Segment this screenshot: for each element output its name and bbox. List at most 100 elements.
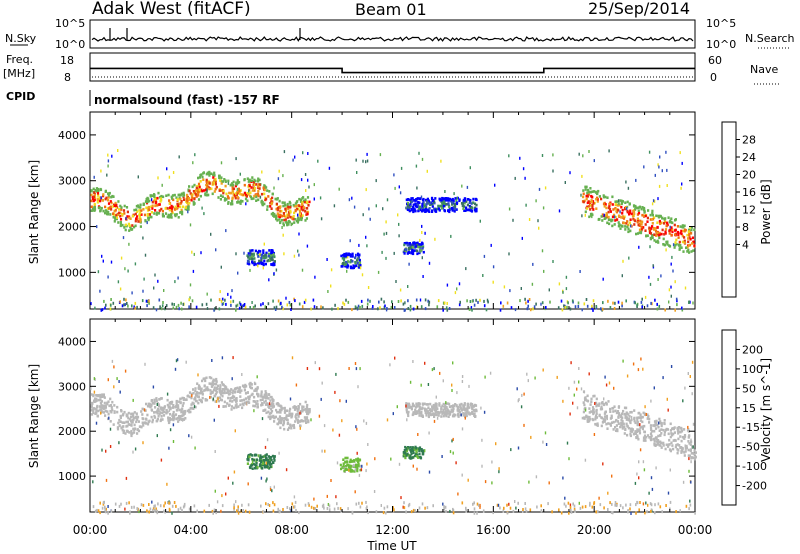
data-cell [239,391,242,394]
data-cell [436,410,439,414]
data-cell [535,302,537,306]
data-cell [641,213,644,217]
data-cell [143,277,145,281]
data-cell [273,420,276,423]
data-cell [582,200,585,204]
data-cell [266,463,269,467]
data-cell [473,206,477,210]
data-cell [262,186,265,190]
data-cell [458,198,461,201]
data-cell [175,504,177,508]
data-cell [410,208,413,212]
data-cell [164,212,168,215]
data-cell [659,440,662,444]
data-cell [433,415,436,418]
data-cell [607,508,609,511]
data-cell [624,413,627,416]
data-cell [627,186,630,190]
data-cell [185,199,188,202]
data-cell [569,503,572,507]
data-cell [339,507,342,511]
data-cell [618,413,621,417]
data-cell [163,504,165,508]
data-cell [418,411,421,415]
data-cell [93,198,96,202]
data-cell [663,421,666,425]
data-cell [235,252,237,256]
data-cell [102,394,105,398]
data-cell [107,275,109,279]
data-cell [393,508,395,512]
data-cell [386,198,389,202]
data-cell [230,202,233,206]
data-cell [418,207,421,211]
data-cell [366,152,368,156]
data-cell [283,252,285,256]
data-cell [248,262,251,266]
data-cell [215,380,218,383]
data-cell [636,500,638,504]
data-cell [409,245,412,249]
data-cell [582,401,585,404]
data-cell [177,404,180,407]
data-cell [235,193,238,197]
data-cell [525,301,527,305]
data-cell [382,207,384,211]
data-cell [112,212,115,215]
data-cell [282,223,285,227]
data-cell [168,199,171,202]
data-cell [607,215,610,219]
data-cell [128,216,131,220]
data-cell [605,401,608,405]
data-cell [120,256,123,260]
data-cell [693,228,696,232]
data-cell [210,172,213,175]
data-cell [253,194,256,198]
data-cell [255,458,258,461]
data-cell [175,409,178,412]
data-cell [666,241,668,245]
data-cell [143,213,147,217]
data-cell [148,301,150,305]
data-cell [114,201,117,205]
data-cell [403,501,405,505]
data-cell [283,410,287,414]
data-cell [175,213,178,216]
data-cell [344,262,347,266]
data-cell [469,198,472,202]
data-cell [205,180,208,183]
data-cell [556,375,558,379]
data-cell [635,511,637,515]
data-cell [235,403,238,406]
data-cell [94,306,96,310]
data-cell [242,509,244,512]
data-cell [653,228,656,231]
data-cell [258,261,261,265]
data-cell [138,215,141,219]
data-cell [180,202,183,205]
data-cell [106,410,109,413]
data-cell [239,395,242,398]
data-cell [658,184,661,188]
data-cell [640,357,642,361]
data-cell [171,302,173,306]
data-cell [385,511,387,515]
data-cell [153,198,156,201]
data-cell [621,416,624,420]
data-cell [301,203,304,206]
data-cell [272,400,275,403]
data-cell [422,451,425,454]
data-cell [655,214,658,218]
data-cell [306,211,309,214]
data-cell [132,413,135,417]
data-cell [692,445,694,449]
data-cell [237,508,239,512]
data-cell [351,252,354,256]
data-cell [273,272,275,276]
data-cell [153,398,156,402]
data-cell [355,259,359,262]
data-cell [269,197,272,201]
data-cell [214,450,216,453]
data-cell [136,215,139,218]
data-cell [198,385,201,389]
